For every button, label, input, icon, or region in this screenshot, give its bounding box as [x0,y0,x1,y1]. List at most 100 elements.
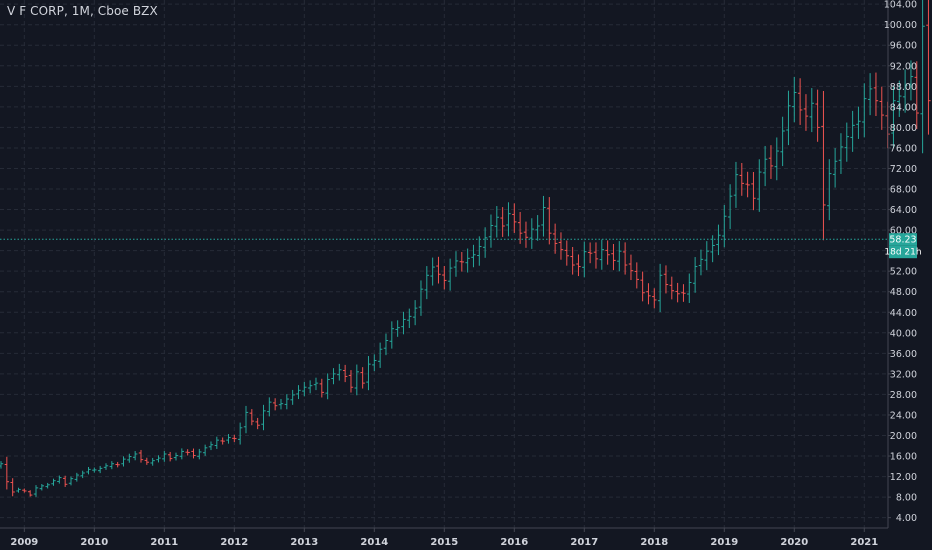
ohlc-bar [208,441,214,451]
ohlc-bar [407,308,412,328]
ohlc-bar [150,457,155,466]
ohlc-bar [430,257,435,286]
ohlc-bar [797,78,803,125]
ohlc-bar [482,227,488,258]
ohlc-bar [313,377,319,391]
ohlc-bar [284,394,290,410]
ohlc-bar [278,398,284,410]
ohlc-bar [412,300,418,326]
ohlc-bar [377,342,383,368]
price-tick-label: 8.00 [896,493,917,504]
ohlc-bar [185,449,190,456]
ohlc-bar [296,385,301,400]
ohlc-bar [809,88,814,133]
ohlc-bar [74,472,80,482]
price-tick-label: 36.00 [890,349,917,360]
ohlc-bar [570,246,575,275]
price-tick-label: 20.00 [890,431,917,442]
ohlc-bar [436,256,441,284]
ohlc-bar [792,76,797,123]
ohlc-bar [267,397,272,417]
ohlc-bar [652,288,657,309]
ohlc-bar [739,162,744,196]
ohlc-bar [529,218,535,249]
ohlc-bar [33,485,39,497]
ohlc-bar [92,467,97,473]
price-tick-label: 76.00 [890,143,917,154]
chart-title: V F CORP, 1M, Cboe BZX [7,4,158,18]
ohlc-bar [535,215,540,241]
ohlc-bar [424,266,430,300]
ohlc-bar [926,0,931,135]
ohlc-bar [599,239,604,270]
ohlc-bar [488,214,494,248]
ohlc-bar [302,381,307,397]
price-tick-label: 40.00 [890,328,917,339]
ohlc-bar [646,283,651,305]
ohlc-bar [144,457,150,465]
ohlc-bar [372,354,377,372]
ohlc-bar [640,271,645,302]
ohlc-bar [290,389,295,405]
ohlc-bar [821,91,826,241]
ohlc-bar [873,72,879,117]
ohlc-bar [127,453,132,463]
ohlc-bar [471,244,476,268]
ohlc-bar [220,437,225,445]
ohlc-bar [920,0,925,154]
ohlc-bar [39,483,45,491]
price-tick-label: 60.00 [890,226,917,237]
ohlc-bar [663,265,669,294]
ohlc-bar [401,311,406,335]
ohlc-bar [109,461,115,470]
price-tick-label: 104.00 [884,0,917,11]
ohlc-bar [827,159,832,221]
ohlc-bar [62,475,68,487]
ohlc-bar [716,224,721,256]
ohlc-bar [477,236,482,266]
price-tick-label: 44.00 [890,308,917,319]
ohlc-bar [687,273,692,303]
ohlc-bar [27,490,33,497]
ohlc-bar [162,451,167,462]
time-tick-label: 2012 [220,537,248,548]
price-tick-label: 88.00 [890,82,917,93]
time-axis[interactable]: 2009 2010 2011 2012 2013 2014 2015 2016 2017 2018… [0,527,888,548]
ohlc-bar [418,280,424,316]
ohlc-bar [226,434,231,444]
ohlc-bar [255,417,260,430]
ohlc-bar [815,89,820,142]
ohlc-bar [249,409,255,426]
ohlc-bar [121,456,126,467]
ohlc-bar [681,284,686,302]
ohlc-bar [319,378,325,398]
ohlc-bar [10,478,15,497]
time-tick-label: 2010 [80,537,108,548]
price-tick-label: 48.00 [890,287,917,298]
time-tick-label: 2015 [430,537,458,548]
ohlc-bar [541,195,546,237]
ohlc-bar [908,60,914,101]
ohlc-bar [494,206,500,238]
price-tick-label: 68.00 [890,185,917,196]
ohlc-bar [237,422,243,445]
ohlc-bar [337,363,342,381]
price-tick-label: 28.00 [890,390,917,401]
ohlc-bar [698,249,704,276]
ohlc-bar [564,240,570,266]
ohlc-bar [722,204,727,248]
price-tick-label: 84.00 [890,102,917,113]
ohlc-bar [442,266,447,290]
time-tick-label: 2016 [500,537,528,548]
ohlc-bar [891,85,896,149]
ohlc-bar [342,364,348,383]
ohlc-bar [167,451,173,462]
ohlc-bar [51,478,56,486]
ohlc-bar [832,148,838,188]
ohlc-bar [325,373,330,400]
ohlc-bar [727,184,733,229]
ohlc-bar [523,221,529,248]
